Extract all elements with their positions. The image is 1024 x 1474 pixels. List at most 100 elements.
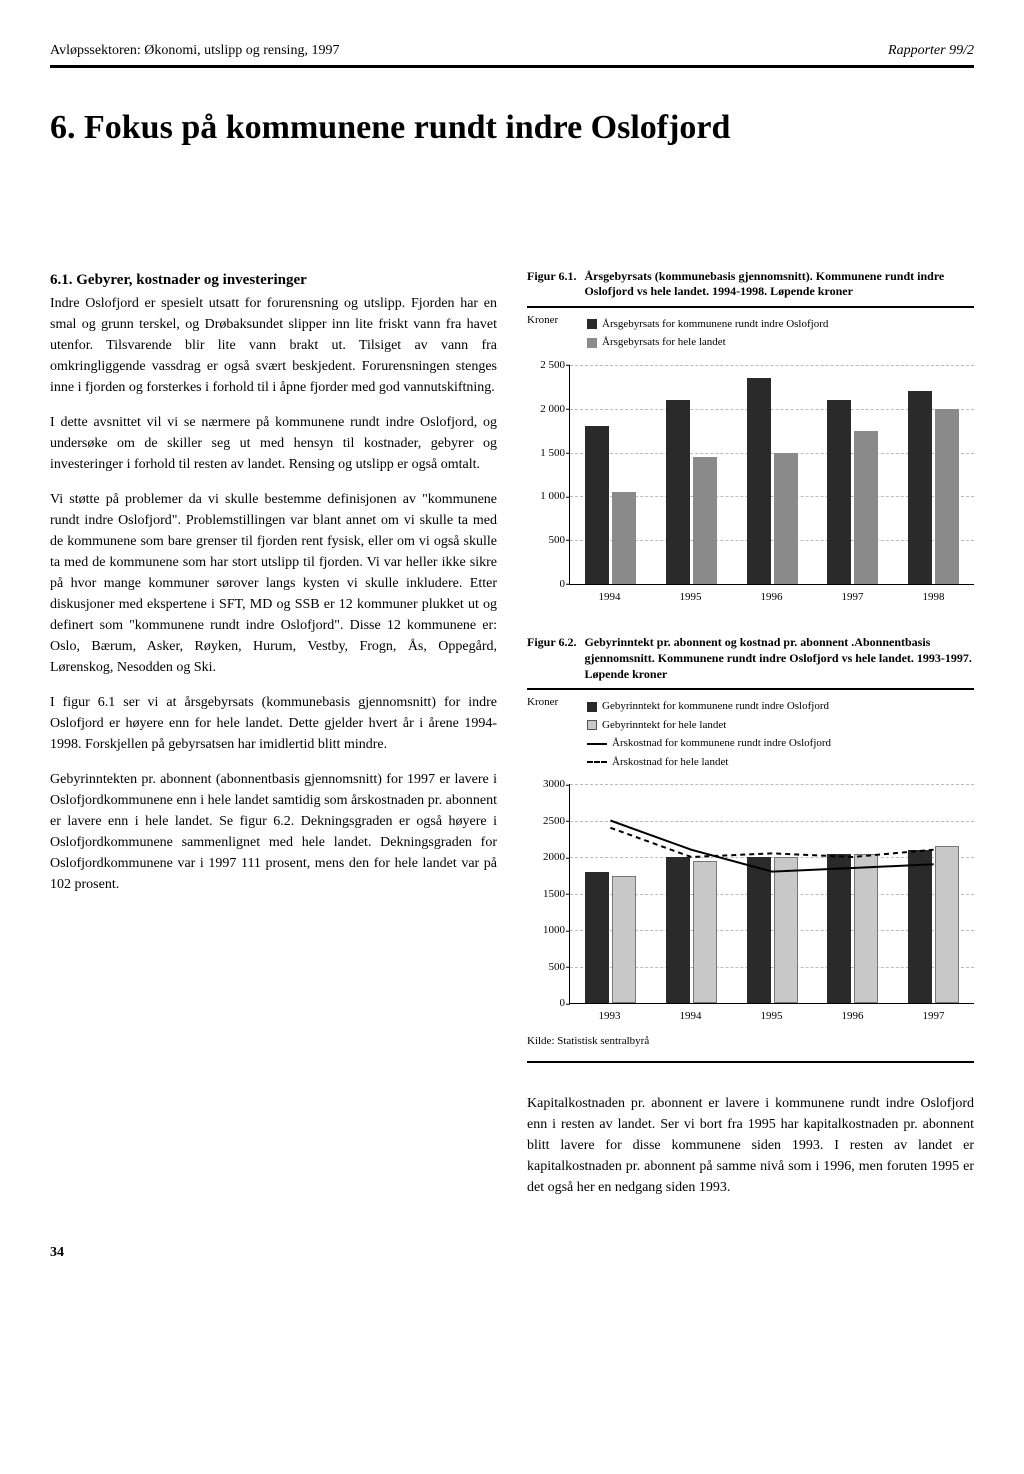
section-heading: 6.1. Gebyrer, kostnader og investeringer — [50, 269, 497, 292]
figure-caption-text: Årsgebyrsats (kommunebasis gjennomsnitt)… — [584, 269, 974, 300]
bar-group — [666, 400, 717, 584]
x-tick-label: 1995 — [761, 1008, 783, 1025]
grid-line — [570, 365, 974, 366]
divider — [527, 1061, 974, 1063]
grid-line — [570, 821, 974, 822]
x-tick-label: 1996 — [842, 1008, 864, 1025]
figure-label: Figur 6.2. — [527, 635, 576, 682]
right-column: Figur 6.1. Årsgebyrsats (kommunebasis gj… — [527, 269, 974, 1212]
bar — [774, 453, 798, 584]
bar — [774, 857, 798, 1003]
legend-text: Årsgebyrsats for kommunene rundt indre O… — [602, 316, 828, 333]
bar-group — [908, 846, 959, 1003]
series-line — [610, 828, 933, 857]
x-tick-label: 1997 — [842, 589, 864, 606]
legend-item: Årsgebyrsats for kommunene rundt indre O… — [587, 316, 974, 333]
y-tick: 0 — [530, 576, 565, 593]
bar-group — [585, 426, 636, 584]
bar-group — [585, 872, 636, 1003]
bar — [747, 857, 771, 1003]
paragraph: Vi støtte på problemer da vi skulle best… — [50, 489, 497, 678]
paragraph: I dette avsnittet vil vi se nærmere på k… — [50, 412, 497, 475]
grid-line — [570, 784, 974, 785]
bar-group — [747, 857, 798, 1003]
y-tick: 1 000 — [530, 488, 565, 505]
bar — [908, 850, 932, 1003]
bar-group — [827, 400, 878, 584]
paragraph: I figur 6.1 ser vi at årsgebyrsats (komm… — [50, 692, 497, 755]
y-tick: 0 — [530, 995, 565, 1012]
bar — [827, 400, 851, 584]
bar-group — [908, 391, 959, 584]
figure-caption-text: Gebyrinntekt pr. abonnent og kostnad pr.… — [584, 635, 974, 682]
bar-group — [747, 378, 798, 584]
chapter-text: Fokus på kommunene rundt indre Oslofjord — [84, 109, 730, 146]
chart-area: 050010001500200025003000 — [569, 784, 974, 1004]
content-columns: 6.1. Gebyrer, kostnader og investeringer… — [50, 269, 974, 1212]
chapter-number: 6. — [50, 109, 76, 146]
bar — [666, 400, 690, 584]
bar — [908, 391, 932, 584]
bar-group — [666, 857, 717, 1003]
chapter-title: 6. Fokus på kommunene rundt indre Oslofj… — [50, 108, 974, 149]
x-axis-labels: 19941995199619971998 — [569, 589, 974, 606]
paragraph: Indre Oslofjord er spesielt utsatt for f… — [50, 293, 497, 398]
legend-item: Årskostnad for kommunene rundt indre Osl… — [587, 735, 974, 752]
legend-text: Årskostnad for kommunene rundt indre Osl… — [612, 735, 831, 752]
y-tick: 1500 — [530, 886, 565, 903]
bar — [827, 854, 851, 1004]
bar — [854, 431, 878, 584]
legend-item: Gebyrinntekt for hele landet — [587, 717, 974, 734]
bar-group — [827, 854, 878, 1004]
legend-swatch — [587, 338, 597, 348]
y-tick: 500 — [530, 532, 565, 549]
header-left: Avløpssektoren: Økonomi, utslipp og rens… — [50, 40, 339, 61]
x-tick-label: 1997 — [923, 1008, 945, 1025]
y-axis-label: Kroner — [527, 312, 558, 329]
x-tick-label: 1993 — [599, 1008, 621, 1025]
source-note: Kilde: Statistisk sentralbyrå — [527, 1033, 974, 1050]
bar — [935, 846, 959, 1003]
bar — [935, 409, 959, 584]
legend-item: Årskostnad for hele landet — [587, 754, 974, 771]
y-tick: 1000 — [530, 922, 565, 939]
bar — [666, 857, 690, 1003]
figure-label: Figur 6.1. — [527, 269, 576, 300]
chart-62: Kroner Gebyrinntekt for kommunene rundt … — [527, 698, 974, 1063]
bar — [747, 378, 771, 584]
legend-line-icon — [587, 743, 607, 745]
left-column: 6.1. Gebyrer, kostnader og investeringer… — [50, 269, 497, 1212]
legend-line-icon — [587, 761, 607, 763]
x-tick-label: 1994 — [599, 589, 621, 606]
x-tick-label: 1995 — [680, 589, 702, 606]
page-header: Avløpssektoren: Økonomi, utslipp og rens… — [50, 40, 974, 68]
header-right: Rapporter 99/2 — [888, 40, 974, 61]
x-tick-label: 1994 — [680, 1008, 702, 1025]
bar — [693, 457, 717, 584]
page-number: 34 — [50, 1242, 974, 1263]
legend-text: Gebyrinntekt for kommunene rundt indre O… — [602, 698, 829, 715]
chart-area: 05001 0001 5002 0002 500 — [569, 365, 974, 585]
legend-text: Årsgebyrsats for hele landet — [602, 334, 726, 351]
y-tick: 500 — [530, 959, 565, 976]
y-axis-label: Kroner — [527, 694, 558, 711]
bar — [693, 861, 717, 1003]
legend-item: Årsgebyrsats for hele landet — [587, 334, 974, 351]
chart-61: Kroner Årsgebyrsats for kommunene rundt … — [527, 316, 974, 606]
bar — [585, 872, 609, 1003]
x-axis-labels: 1993 1994 1995 1996 1997 — [569, 1008, 974, 1025]
bar — [612, 492, 636, 584]
chart-legend: Årsgebyrsats for kommunene rundt indre O… — [527, 316, 974, 351]
chart-legend: Gebyrinntekt for kommunene rundt indre O… — [527, 698, 974, 770]
legend-swatch — [587, 720, 597, 730]
y-tick: 3000 — [530, 776, 565, 793]
bar — [612, 876, 636, 1004]
y-tick: 1 500 — [530, 444, 565, 461]
paragraph: Gebyrinntekten pr. abonnent (abonnentbas… — [50, 769, 497, 895]
legend-swatch — [587, 319, 597, 329]
bar — [854, 854, 878, 1004]
figure-caption: Figur 6.2. Gebyrinntekt pr. abonnent og … — [527, 635, 974, 690]
legend-item: Gebyrinntekt for kommunene rundt indre O… — [587, 698, 974, 715]
x-tick-label: 1998 — [923, 589, 945, 606]
y-tick: 2000 — [530, 849, 565, 866]
